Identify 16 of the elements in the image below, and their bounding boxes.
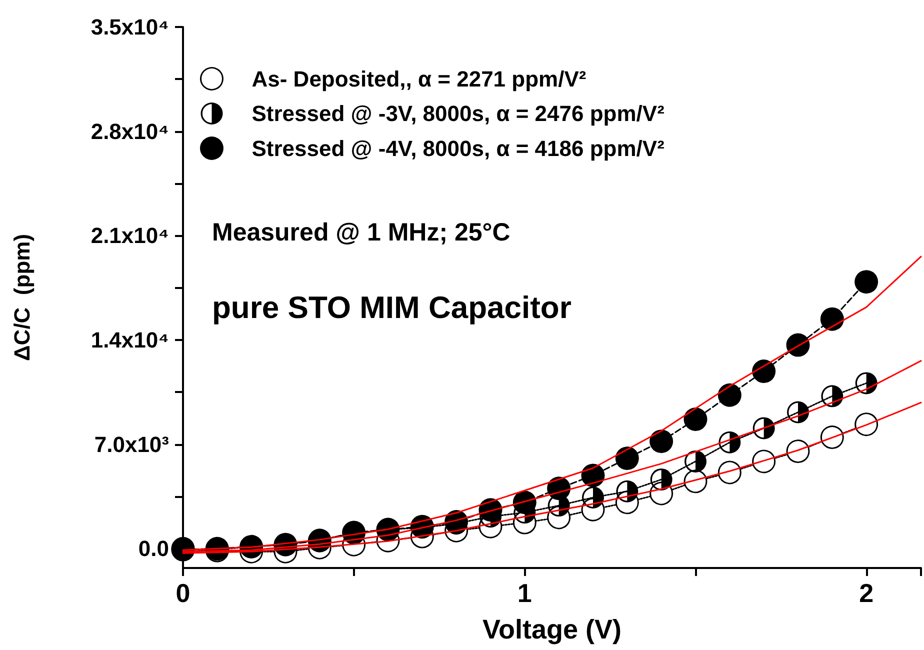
annotation: Measured @ 1 MHz; 25°C <box>212 218 510 246</box>
y-tick-label: 2.8x10⁴ <box>90 118 169 144</box>
y-tick-label: 2.1x10⁴ <box>90 223 169 248</box>
y-tick-label: 0.0 <box>138 536 169 562</box>
y-axis-title: ΔC/C (ppm) <box>10 234 34 362</box>
x-tick-label: 0 <box>176 578 190 608</box>
y-tick-label: 3.5x10⁴ <box>90 14 169 40</box>
x-tick-label: 2 <box>859 578 874 608</box>
legend-label: Stressed @ -3V, 8000s, α = 2476 ppm/V² <box>252 101 664 126</box>
x-tick-label: 1 <box>517 578 532 608</box>
x-axis-title: Voltage (V) <box>482 614 622 644</box>
legend-label: As- Deposited,, α = 2271 ppm/V² <box>252 66 586 92</box>
y-tick-label: 1.4x10⁴ <box>90 327 169 352</box>
legend-label: Stressed @ -4V, 8000s, α = 4186 ppm/V² <box>252 136 664 161</box>
y-tick-label: 7.0x10³ <box>94 432 169 457</box>
annotation: pure STO MIM Capacitor <box>212 290 572 325</box>
